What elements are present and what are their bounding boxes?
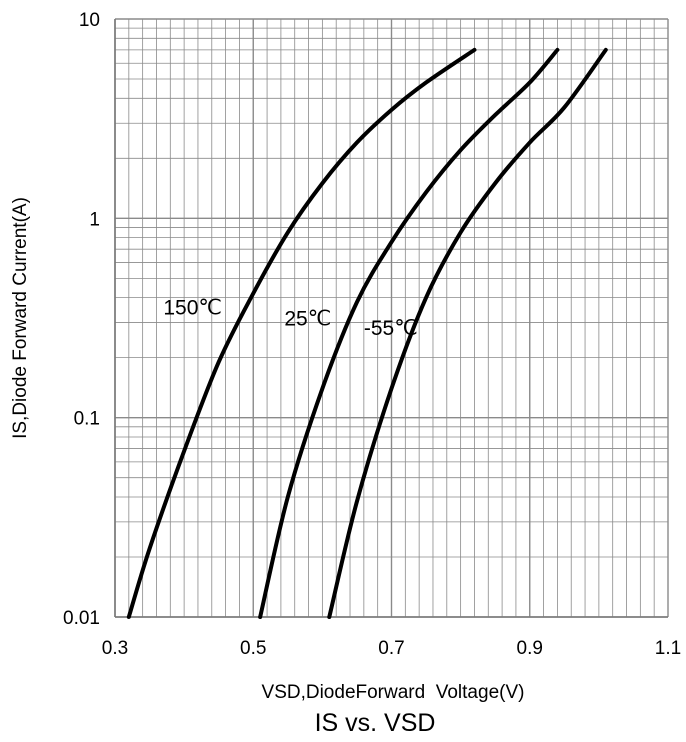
y-tick-label: 1	[89, 209, 100, 230]
x-axis-title: VSD,DiodeForward Voltage(V)	[262, 682, 525, 703]
grid-minor	[115, 19, 668, 617]
y-tick-label: 0.01	[63, 608, 100, 629]
series-labels: 150℃ 25℃ -55℃	[163, 296, 417, 340]
chart-title: IS vs. VSD	[315, 709, 436, 737]
series-lines	[126, 47, 608, 619]
y-tick-label: 0.1	[74, 409, 100, 430]
x-tick-label: 0.3	[102, 638, 128, 659]
series-label: -55℃	[364, 317, 418, 340]
x-tick-label: 0.9	[517, 638, 543, 659]
y-axis-title: IS,Diode Forward Current(A)	[10, 197, 31, 439]
series-line	[327, 47, 608, 619]
y-tick-label: 10	[79, 10, 100, 31]
x-tick-label: 0.5	[240, 638, 266, 659]
series-label: 150℃	[163, 296, 222, 319]
series-line	[258, 47, 560, 619]
x-tick-label: 1.1	[655, 638, 681, 659]
x-tick-labels: 0.3 0.5 0.7 0.9 1.1	[102, 638, 681, 659]
x-tick-label: 0.7	[378, 638, 404, 659]
grid-major	[114, 18, 669, 618]
series-line	[126, 47, 477, 619]
series-label: 25℃	[284, 307, 331, 330]
y-tick-labels: 0.01 0.1 1 10	[63, 10, 100, 629]
